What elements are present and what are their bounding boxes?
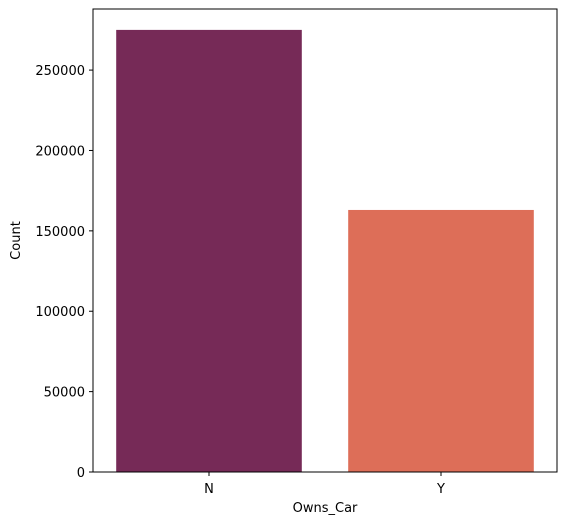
x-axis-label: Owns_Car xyxy=(293,501,358,516)
y-tick-label: 50000 xyxy=(44,386,85,401)
x-tick-label: Y xyxy=(436,482,445,497)
y-tick-label: 100000 xyxy=(35,305,85,320)
x-tick-label: N xyxy=(204,482,214,497)
y-axis: 0 50000 100000 150000 200000 250000 xyxy=(35,64,93,481)
y-tick-label: 200000 xyxy=(35,144,85,159)
bar-y xyxy=(348,209,534,472)
bar-n xyxy=(116,29,302,473)
y-tick-label: 250000 xyxy=(35,64,85,79)
y-axis-label: Count xyxy=(9,221,24,260)
y-tick-label: 0 xyxy=(77,466,85,481)
plot-frame xyxy=(92,8,558,473)
bars-group xyxy=(116,29,534,473)
y-tick-label: 150000 xyxy=(35,225,85,240)
